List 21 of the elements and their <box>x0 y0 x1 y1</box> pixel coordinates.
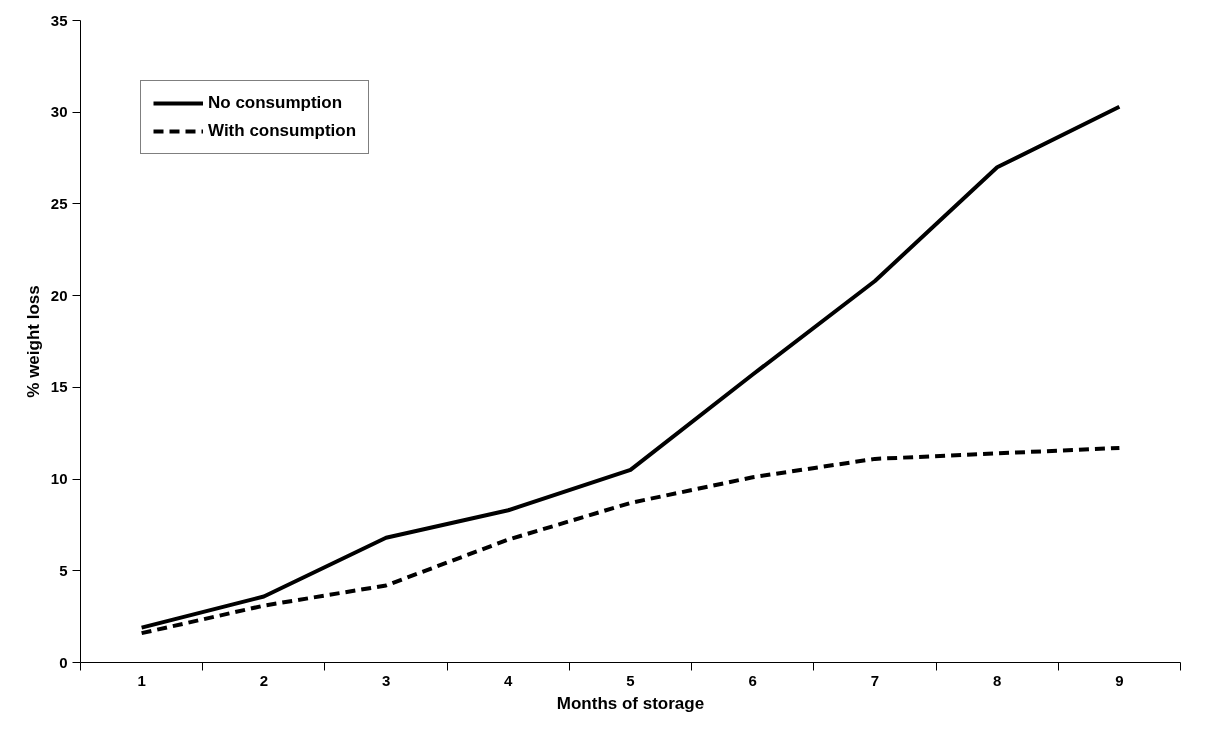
x-tick-label: 5 <box>626 671 635 689</box>
legend-label: With consumption <box>208 121 357 141</box>
y-tick-label: 35 <box>50 11 68 29</box>
x-tick-label: 4 <box>504 671 514 689</box>
x-tick-label: 7 <box>870 671 880 689</box>
x-tick-label: 3 <box>381 671 391 689</box>
x-axis-title: Months of storage <box>556 693 705 713</box>
y-axis-title: % weight loss <box>23 285 43 398</box>
y-tick-label: 10 <box>50 470 68 488</box>
y-tick-label: 5 <box>59 561 68 579</box>
x-tick-label: 6 <box>748 671 757 689</box>
x-tick-label: 2 <box>259 671 269 689</box>
y-tick-label: 30 <box>50 103 68 121</box>
y-tick-label: 0 <box>59 653 68 671</box>
y-tick-label: 20 <box>50 286 68 304</box>
x-tick-label: 1 <box>137 671 146 689</box>
x-tick-label: 9 <box>1115 671 1124 689</box>
legend-label: No consumption <box>208 93 343 113</box>
y-tick-label: 25 <box>50 194 68 212</box>
y-tick-label: 15 <box>50 378 68 396</box>
x-tick-label: 8 <box>993 671 1002 689</box>
